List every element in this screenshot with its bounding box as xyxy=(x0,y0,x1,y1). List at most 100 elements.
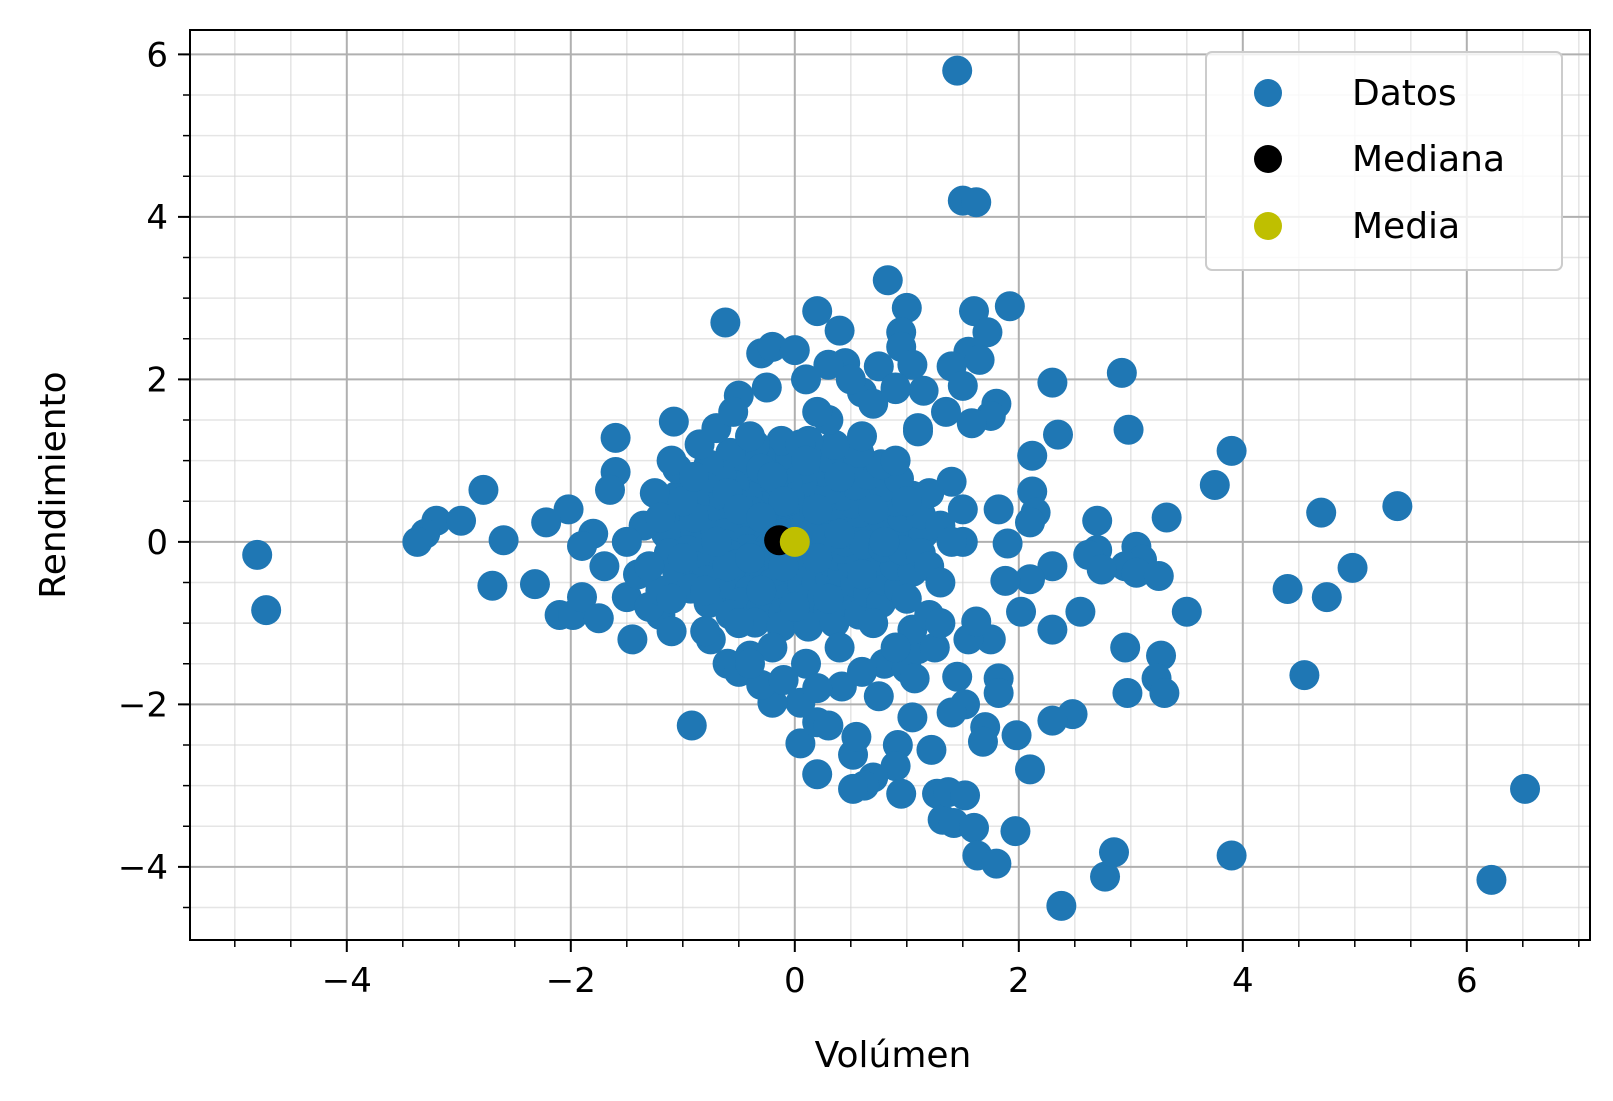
y-tick-labels: −4 −2 0 2 4 6 xyxy=(118,35,168,888)
x-tick-label: 4 xyxy=(1232,961,1254,1001)
data-points xyxy=(242,55,1541,921)
data-point-datos xyxy=(824,461,855,492)
data-point-datos xyxy=(735,543,765,574)
data-point-datos xyxy=(779,335,810,366)
data-point-datos xyxy=(802,494,833,525)
axes-border xyxy=(189,29,1591,941)
data-point-datos xyxy=(611,582,642,613)
data-point-datos xyxy=(872,265,903,296)
data-point-datos xyxy=(1112,678,1143,708)
data-point-datos xyxy=(841,721,872,752)
data-point-datos xyxy=(402,526,433,557)
data-point-datos xyxy=(959,812,989,843)
data-point-datos xyxy=(791,445,821,476)
data-point-datos xyxy=(981,848,1012,879)
data-point-datos xyxy=(1015,754,1045,785)
data-point-datos xyxy=(553,494,584,525)
data-point-datos xyxy=(1113,414,1144,445)
data-point-datos xyxy=(768,551,799,582)
data-point-datos xyxy=(785,728,816,759)
data-point-datos xyxy=(1121,557,1152,588)
axis-ticks xyxy=(178,53,1580,952)
data-point-datos xyxy=(838,773,869,804)
data-point-datos xyxy=(813,710,844,741)
data-point-datos xyxy=(869,526,900,557)
data-point-datos xyxy=(847,421,877,452)
data-point-datos xyxy=(1015,564,1045,595)
data-point-datos xyxy=(242,539,273,570)
data-point-datos xyxy=(863,681,894,712)
x-tick-labels: −4 −2 0 2 4 6 xyxy=(322,961,1478,1001)
data-point-datos xyxy=(757,331,788,362)
y-tick-label: 6 xyxy=(146,35,168,75)
data-point-datos xyxy=(1046,890,1077,921)
data-point-datos xyxy=(858,388,889,419)
data-point-datos xyxy=(1216,435,1247,466)
data-point-datos xyxy=(1037,367,1068,398)
data-point-datos xyxy=(899,663,930,694)
data-point-datos xyxy=(768,665,799,695)
data-point-datos xyxy=(251,595,282,626)
data-point-datos xyxy=(858,608,889,639)
data-point-datos xyxy=(639,478,670,509)
data-point-datos xyxy=(1017,440,1048,471)
data-point-datos xyxy=(802,296,833,327)
data-point-datos xyxy=(701,526,732,557)
data-point-datos xyxy=(1199,470,1230,500)
y-tick-label: 4 xyxy=(146,198,168,238)
y-axis-label: Rendimiento xyxy=(33,371,74,598)
legend-label-datos: Datos xyxy=(1352,73,1457,114)
data-point-datos xyxy=(710,307,741,338)
data-point-datos xyxy=(1037,551,1068,582)
data-point-datos xyxy=(936,466,967,497)
data-point-datos xyxy=(967,726,998,757)
data-point-datos xyxy=(847,656,877,687)
data-point-datos xyxy=(679,461,709,492)
data-point-datos xyxy=(1106,357,1137,388)
data-point-datos xyxy=(567,530,597,561)
data-point-datos xyxy=(947,370,978,401)
data-point-datos xyxy=(858,494,889,525)
data-point-datos xyxy=(667,543,698,574)
data-point-datos xyxy=(779,591,810,622)
data-point-datos xyxy=(942,55,973,86)
data-point-datos xyxy=(919,632,950,663)
data-point-datos xyxy=(1000,816,1031,847)
y-tick-label: 0 xyxy=(146,523,168,563)
data-point-datos xyxy=(1146,640,1177,671)
y-tick-label: 2 xyxy=(146,360,168,400)
data-point-datos xyxy=(802,673,833,704)
data-point-datos xyxy=(658,406,689,437)
legend-marker-mediana xyxy=(1254,145,1282,173)
data-point-datos xyxy=(1037,705,1068,736)
legend-label-mediana: Mediana xyxy=(1352,139,1505,180)
x-tick-label: 6 xyxy=(1456,961,1478,1001)
data-point-datos xyxy=(824,632,855,663)
data-point-datos xyxy=(690,575,721,606)
data-point-datos xyxy=(983,494,1014,525)
data-point-datos xyxy=(964,344,995,375)
data-point-datos xyxy=(936,526,967,557)
data-point-datos xyxy=(1311,582,1342,613)
data-point-datos xyxy=(1337,552,1368,583)
data-point-datos xyxy=(611,526,642,557)
data-point-datos xyxy=(1289,660,1320,691)
data-point-datos xyxy=(897,349,928,380)
data-point-datos xyxy=(757,632,788,663)
legend-marker-media xyxy=(1254,212,1282,240)
data-point-datos xyxy=(768,486,799,517)
data-point-datos xyxy=(656,616,687,647)
data-point-datos xyxy=(1001,720,1032,751)
data-point-media xyxy=(779,526,810,557)
data-point-datos xyxy=(645,502,676,533)
data-point-datos xyxy=(791,364,821,395)
x-tick-label: −4 xyxy=(322,961,372,1001)
data-point-datos xyxy=(746,575,777,606)
data-point-datos xyxy=(1082,505,1113,536)
data-point-datos xyxy=(1086,554,1117,585)
data-point-datos xyxy=(880,372,911,403)
data-point-datos xyxy=(925,567,956,598)
data-point-datos xyxy=(1382,491,1413,522)
data-point-datos xyxy=(994,291,1025,322)
